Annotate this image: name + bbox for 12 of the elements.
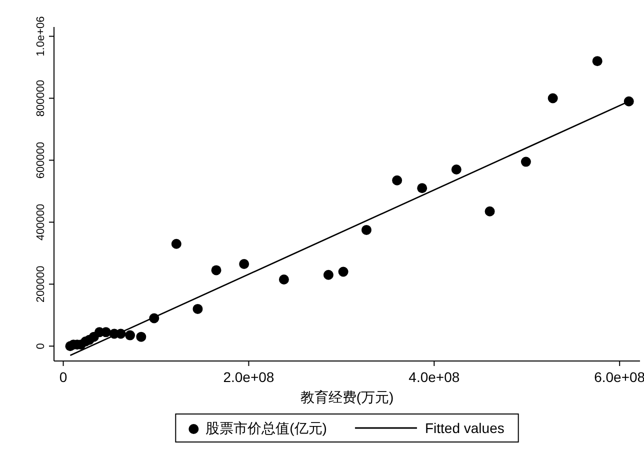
x-tick-label: 2.0e+08 xyxy=(223,369,274,385)
y-tick-label: 400000 xyxy=(35,204,47,241)
y-tick-label: 800000 xyxy=(35,80,47,117)
x-axis-title: 教育经费(万元) xyxy=(300,389,394,405)
y-tick-label: 0 xyxy=(35,343,47,350)
y-tick-label: 200000 xyxy=(35,266,47,303)
y-tick-label: 600000 xyxy=(35,142,47,179)
x-tick-label: 4.0e+08 xyxy=(408,369,460,385)
x-tick-label: 0 xyxy=(59,369,68,385)
legend-label: 股票市价总值(亿元) xyxy=(206,420,327,436)
legend-label: Fitted values xyxy=(424,420,504,436)
y-tick-label: 1.0e+06 xyxy=(35,16,47,56)
